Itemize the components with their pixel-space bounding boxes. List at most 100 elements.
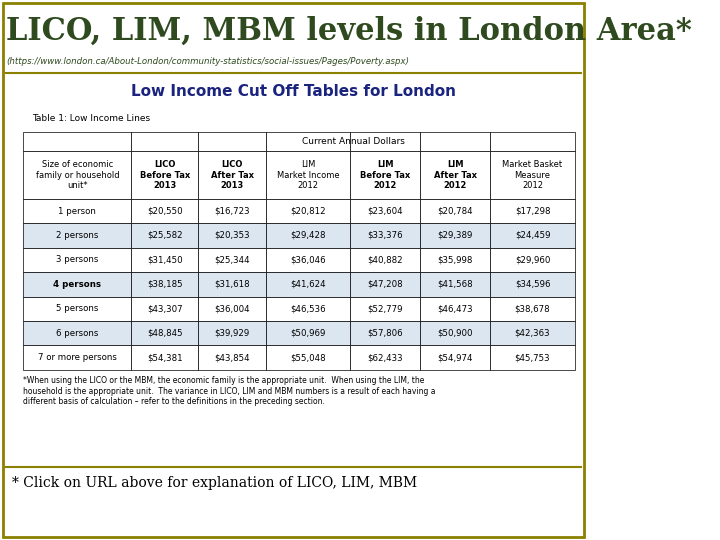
Bar bbox=[266, 223, 350, 248]
Text: $54,974: $54,974 bbox=[438, 353, 473, 362]
Bar bbox=[24, 223, 131, 248]
Bar bbox=[266, 321, 350, 346]
Bar bbox=[131, 346, 199, 370]
Text: $40,882: $40,882 bbox=[367, 255, 403, 265]
Bar bbox=[420, 223, 490, 248]
Bar bbox=[131, 223, 199, 248]
Bar bbox=[350, 321, 420, 346]
Text: $23,604: $23,604 bbox=[367, 206, 403, 215]
Text: * Click on URL above for explanation of LICO, LIM, MBM: * Click on URL above for explanation of … bbox=[12, 476, 417, 490]
Bar bbox=[420, 151, 490, 199]
Text: 5 persons: 5 persons bbox=[56, 305, 99, 313]
Text: Low Income Cut Off Tables for London: Low Income Cut Off Tables for London bbox=[131, 84, 456, 99]
Text: $50,969: $50,969 bbox=[290, 329, 325, 338]
Bar bbox=[131, 248, 199, 272]
Text: $31,450: $31,450 bbox=[147, 255, 183, 265]
Bar bbox=[24, 296, 131, 321]
Bar bbox=[131, 296, 199, 321]
Bar bbox=[131, 272, 199, 296]
Bar bbox=[266, 272, 350, 296]
Bar bbox=[490, 199, 575, 223]
Text: $47,208: $47,208 bbox=[367, 280, 403, 289]
Bar bbox=[350, 248, 420, 272]
Bar bbox=[266, 296, 350, 321]
Text: $36,004: $36,004 bbox=[215, 305, 250, 313]
Text: 2 persons: 2 persons bbox=[56, 231, 99, 240]
Text: 3 persons: 3 persons bbox=[56, 255, 99, 265]
Bar bbox=[420, 296, 490, 321]
Bar bbox=[131, 321, 199, 346]
Bar bbox=[490, 151, 575, 199]
Text: $24,459: $24,459 bbox=[515, 231, 550, 240]
Text: $34,596: $34,596 bbox=[515, 280, 550, 289]
Bar bbox=[24, 321, 131, 346]
Text: $41,624: $41,624 bbox=[290, 280, 325, 289]
Text: $29,389: $29,389 bbox=[438, 231, 473, 240]
Bar bbox=[199, 321, 266, 346]
Text: $46,536: $46,536 bbox=[290, 305, 325, 313]
Text: $41,568: $41,568 bbox=[437, 280, 473, 289]
Bar bbox=[266, 132, 350, 151]
Bar bbox=[24, 151, 131, 199]
Bar bbox=[420, 248, 490, 272]
Bar bbox=[266, 151, 350, 199]
Text: $31,618: $31,618 bbox=[215, 280, 250, 289]
Bar bbox=[350, 223, 420, 248]
Text: LIM
Before Tax
2012: LIM Before Tax 2012 bbox=[360, 160, 410, 190]
Text: $17,298: $17,298 bbox=[515, 206, 550, 215]
Text: Size of economic
family or household
unit*: Size of economic family or household uni… bbox=[35, 160, 120, 190]
Bar bbox=[420, 272, 490, 296]
Bar bbox=[131, 199, 199, 223]
Bar bbox=[199, 132, 266, 151]
Text: $46,473: $46,473 bbox=[437, 305, 473, 313]
Bar bbox=[420, 321, 490, 346]
Text: $54,381: $54,381 bbox=[147, 353, 183, 362]
Bar bbox=[199, 346, 266, 370]
Bar bbox=[350, 132, 420, 151]
Text: LIM
Market Income
2012: LIM Market Income 2012 bbox=[276, 160, 339, 190]
Text: *When using the LICO or the MBM, the economic family is the appropriate unit.  W: *When using the LICO or the MBM, the eco… bbox=[24, 376, 436, 406]
Text: $62,433: $62,433 bbox=[367, 353, 403, 362]
Bar bbox=[24, 132, 131, 151]
Bar bbox=[490, 346, 575, 370]
Text: $55,048: $55,048 bbox=[290, 353, 325, 362]
Text: Table 1: Low Income Lines: Table 1: Low Income Lines bbox=[32, 114, 150, 124]
Bar bbox=[266, 346, 350, 370]
Bar bbox=[350, 199, 420, 223]
Text: $29,428: $29,428 bbox=[290, 231, 325, 240]
Bar bbox=[24, 248, 131, 272]
Bar bbox=[420, 132, 490, 151]
Text: (https://www.london.ca/About-London/community-statistics/social-issues/Pages/Pov: (https://www.london.ca/About-London/comm… bbox=[6, 57, 409, 66]
Bar bbox=[420, 199, 490, 223]
Text: LICO, LIM, MBM levels in London Area*: LICO, LIM, MBM levels in London Area* bbox=[6, 16, 692, 47]
Bar bbox=[350, 151, 420, 199]
Bar bbox=[199, 199, 266, 223]
Text: Current Annual Dollars: Current Annual Dollars bbox=[302, 137, 405, 146]
Text: $52,779: $52,779 bbox=[367, 305, 403, 313]
Bar bbox=[199, 248, 266, 272]
Text: $50,900: $50,900 bbox=[438, 329, 473, 338]
Bar bbox=[350, 346, 420, 370]
Bar bbox=[490, 132, 575, 151]
Text: $38,678: $38,678 bbox=[515, 305, 550, 313]
Text: $39,929: $39,929 bbox=[215, 329, 250, 338]
Bar bbox=[131, 132, 199, 151]
Bar bbox=[490, 248, 575, 272]
Bar bbox=[420, 346, 490, 370]
Bar bbox=[199, 296, 266, 321]
Text: $25,582: $25,582 bbox=[147, 231, 183, 240]
Text: $16,723: $16,723 bbox=[215, 206, 250, 215]
Bar bbox=[24, 199, 131, 223]
Text: $43,307: $43,307 bbox=[147, 305, 183, 313]
Text: $25,344: $25,344 bbox=[215, 255, 250, 265]
Bar bbox=[350, 296, 420, 321]
Text: $57,806: $57,806 bbox=[367, 329, 403, 338]
Bar bbox=[266, 199, 350, 223]
Text: $20,353: $20,353 bbox=[215, 231, 250, 240]
Text: $42,363: $42,363 bbox=[515, 329, 550, 338]
Bar bbox=[199, 223, 266, 248]
Text: Market Basket
Measure
2012: Market Basket Measure 2012 bbox=[503, 160, 562, 190]
Bar bbox=[24, 272, 131, 296]
Text: $48,845: $48,845 bbox=[147, 329, 183, 338]
Text: $38,185: $38,185 bbox=[147, 280, 183, 289]
